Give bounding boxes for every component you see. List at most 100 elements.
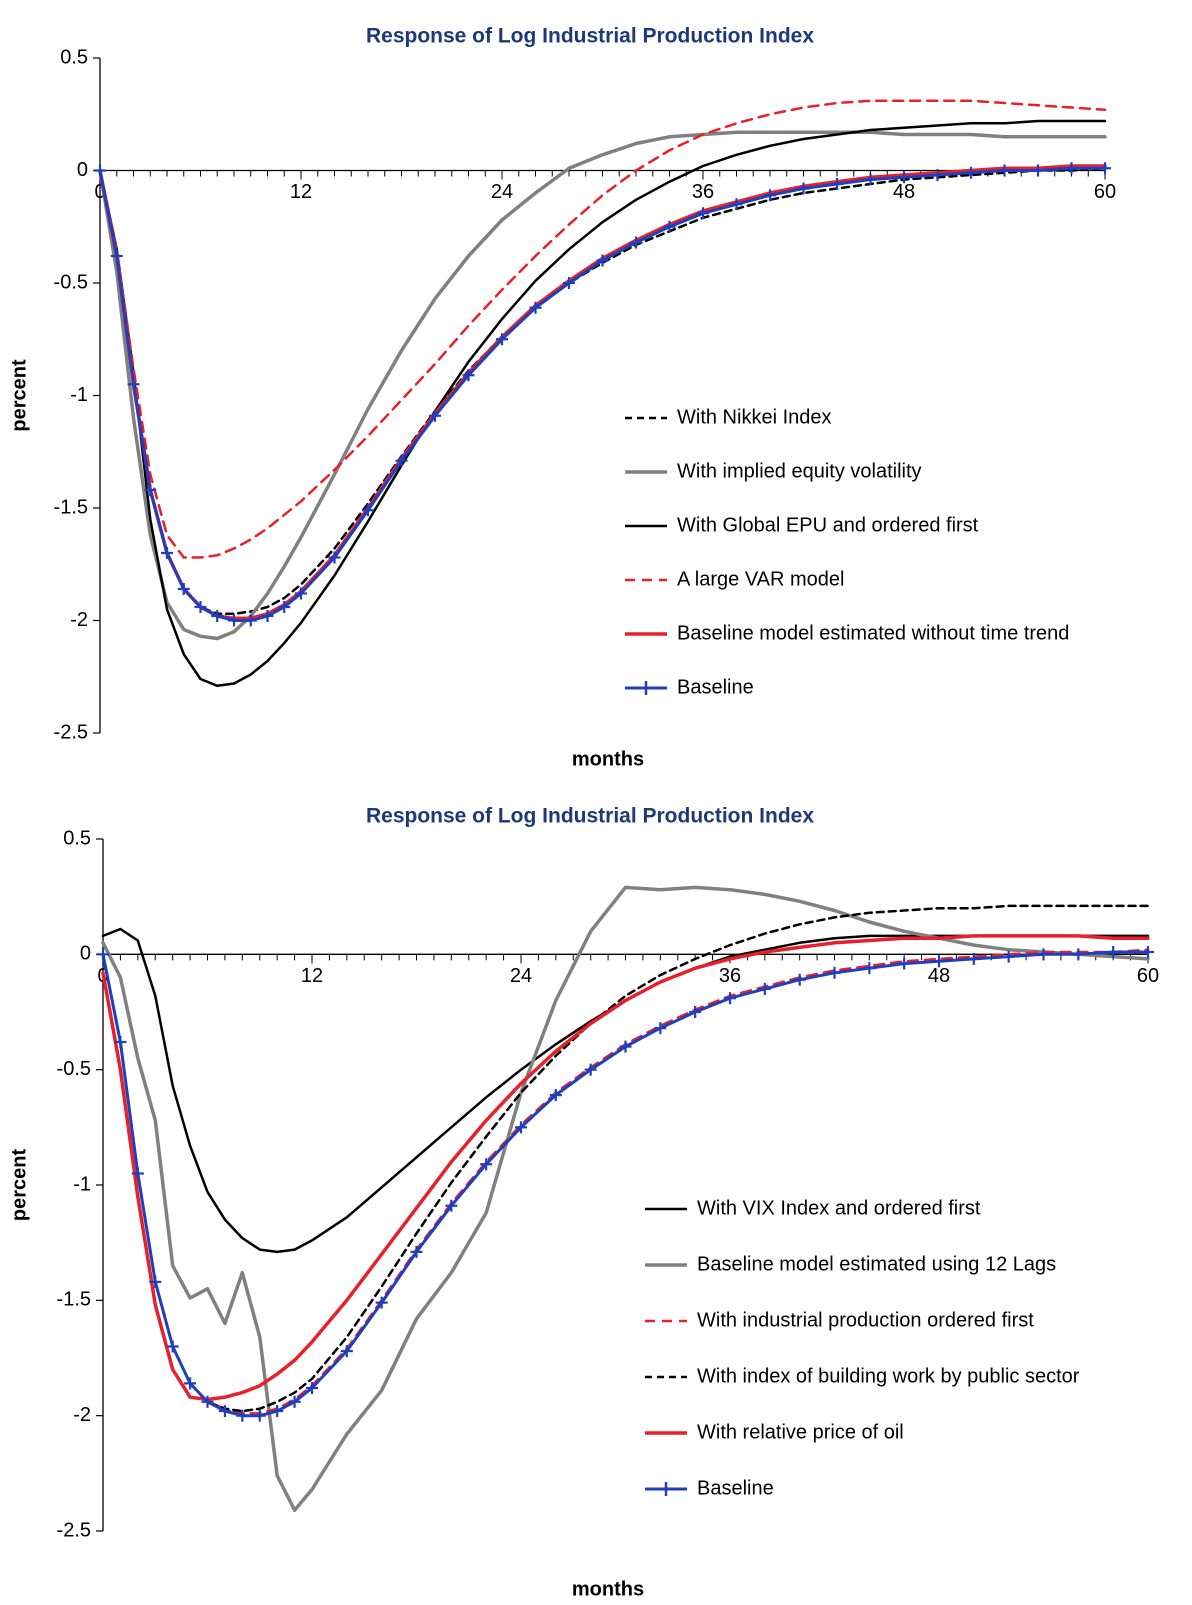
x-axis-label: months xyxy=(572,1578,644,1600)
x-tick-label: 36 xyxy=(692,181,714,203)
legend-entry: With index of building work by public se… xyxy=(645,1365,1080,1387)
legend-label: With Global EPU and ordered first xyxy=(677,514,979,536)
baseline-marker xyxy=(340,1345,353,1358)
baseline-marker xyxy=(758,982,771,995)
y-axis-label: percent xyxy=(8,1149,30,1222)
chart-panel-top: Response of Log Industrial Production In… xyxy=(0,0,1192,800)
chart-panel-bottom: Response of Log Industrial Production In… xyxy=(0,800,1192,1600)
baseline-marker xyxy=(328,551,341,564)
legend-label: With industrial production ordered first xyxy=(697,1309,1034,1331)
baseline-marker xyxy=(244,614,257,627)
baseline-marker xyxy=(730,198,743,211)
y-tick-label: 0 xyxy=(77,159,88,181)
legend-entry: Baseline xyxy=(625,676,754,698)
series-line xyxy=(98,167,1107,616)
legend-label: Baseline model estimated without time tr… xyxy=(677,622,1069,644)
baseline-marker xyxy=(194,601,207,613)
baseline-marker xyxy=(445,1199,458,1212)
baseline-marker xyxy=(967,952,980,965)
legend-label: With index of building work by public se… xyxy=(697,1365,1080,1387)
baseline-marker xyxy=(161,547,173,559)
baseline-marker xyxy=(828,966,841,979)
x-tick-label: 60 xyxy=(1137,965,1159,987)
x-tick-label: 12 xyxy=(290,181,312,203)
baseline-marker xyxy=(97,948,109,961)
baseline-marker xyxy=(549,1089,562,1102)
legend-label: With VIX Index and ordered first xyxy=(697,1197,981,1219)
legend-entry: Baseline model estimated without time tr… xyxy=(625,622,1069,644)
baseline-marker xyxy=(127,378,140,391)
x-tick-label: 24 xyxy=(510,965,532,987)
baseline-marker xyxy=(1032,164,1044,177)
y-tick-label: -1 xyxy=(70,384,88,406)
baseline-marker xyxy=(429,409,441,422)
baseline-marker xyxy=(998,164,1011,177)
series-line xyxy=(98,130,1107,641)
legend-entry: Baseline xyxy=(645,1477,774,1499)
baseline-marker xyxy=(793,973,806,986)
baseline-marker xyxy=(94,164,106,177)
legend-entry: With implied equity volatility xyxy=(625,460,922,482)
baseline-marker xyxy=(306,1381,318,1394)
baseline-marker xyxy=(1099,162,1111,175)
baseline-marker xyxy=(1107,946,1120,959)
x-tick-label: 12 xyxy=(301,965,323,987)
baseline-marker xyxy=(1072,948,1085,961)
baseline-marker xyxy=(236,1409,249,1422)
baseline-marker xyxy=(619,1040,632,1053)
baseline-marker xyxy=(201,1395,214,1408)
baseline-marker xyxy=(933,955,945,968)
baseline-marker xyxy=(965,166,977,179)
y-tick-label: -2 xyxy=(73,1404,91,1426)
baseline-marker xyxy=(278,601,291,613)
baseline-marker xyxy=(395,454,408,467)
legend-label: Baseline xyxy=(677,676,754,698)
y-tick-label: -1.5 xyxy=(54,496,88,518)
series-line xyxy=(98,119,1107,688)
y-tick-label: -0.5 xyxy=(54,271,88,293)
baseline-marker xyxy=(689,1006,702,1018)
legend-label: Baseline xyxy=(697,1477,774,1499)
legend-label: With implied equity volatility xyxy=(677,460,922,482)
legend-label: With relative price of oil xyxy=(697,1421,904,1443)
baseline-marker xyxy=(1037,948,1050,961)
legend-entry: With relative price of oil xyxy=(645,1421,904,1443)
y-tick-label: -1.5 xyxy=(57,1289,91,1311)
baseline-marker xyxy=(496,333,508,346)
y-tick-label: 0.5 xyxy=(60,46,88,68)
baseline-marker xyxy=(898,171,910,184)
baseline-marker xyxy=(114,1035,127,1048)
baseline-marker xyxy=(410,1245,423,1258)
chart-title: Response of Log Industrial Production In… xyxy=(366,804,814,827)
x-tick-label: 36 xyxy=(719,965,741,987)
baseline-marker xyxy=(663,220,676,233)
baseline-marker xyxy=(797,182,810,195)
baseline-marker xyxy=(211,610,224,622)
y-tick-label: -2.5 xyxy=(54,721,88,743)
x-tick-label: 24 xyxy=(491,181,513,203)
baseline-marker xyxy=(931,169,944,181)
baseline-marker xyxy=(515,1121,527,1134)
baseline-marker xyxy=(149,1275,162,1288)
legend-label: With Nikkei Index xyxy=(677,406,832,428)
series-line xyxy=(98,99,1107,559)
y-tick-label: 0.5 xyxy=(63,827,91,849)
legend-label: Baseline model estimated using 12 Lags xyxy=(697,1253,1056,1275)
x-tick-label: 48 xyxy=(928,965,950,987)
baseline-marker xyxy=(724,992,736,1005)
baseline-marker xyxy=(228,614,240,627)
baseline-marker xyxy=(253,1409,266,1422)
x-tick-label: 0 xyxy=(94,181,105,203)
x-axis-label: months xyxy=(572,748,644,770)
series-line xyxy=(98,164,1107,621)
baseline-marker xyxy=(480,1158,493,1171)
baseline-marker xyxy=(697,207,709,220)
legend-label: A large VAR model xyxy=(677,568,845,590)
baseline-marker xyxy=(630,236,642,249)
baseline-marker xyxy=(375,1296,388,1309)
baseline-marker xyxy=(863,962,876,975)
baseline-marker xyxy=(1002,950,1015,963)
legend-entry: With Nikkei Index xyxy=(625,406,832,428)
legend-entry: With VIX Index and ordered first xyxy=(645,1197,981,1219)
baseline-marker xyxy=(295,587,307,600)
